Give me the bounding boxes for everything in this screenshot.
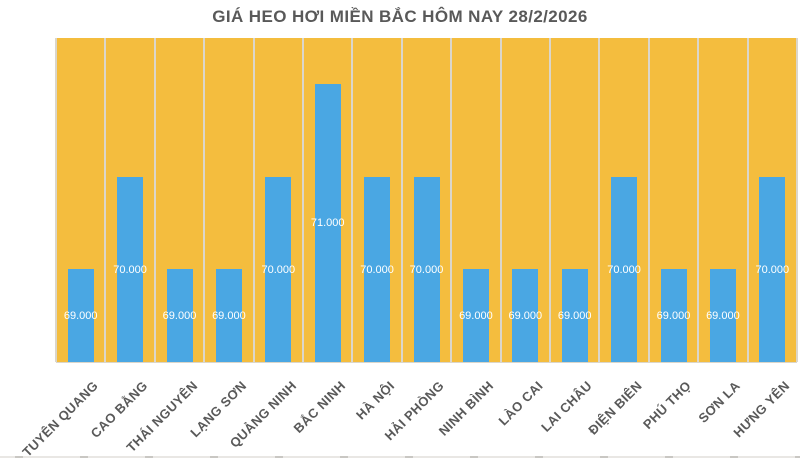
gridline <box>203 38 206 362</box>
x-axis-label: HÀ NỘI <box>353 378 398 423</box>
x-axis-label: QUẢNG NINH <box>226 378 299 451</box>
bar-9: 69.000 <box>459 269 493 362</box>
x-axis-label: LẠNG SƠN <box>187 378 250 441</box>
bar-2: 70.000 <box>113 177 147 362</box>
chart-title: GIÁ HEO HƠI MIỀN BẮC HÔM NAY 28/2/2026 <box>212 7 588 26</box>
gridline <box>55 38 57 362</box>
bar-6: 71.000 <box>311 84 345 362</box>
gridline <box>746 38 749 362</box>
bar-value-label: 69.000 <box>557 309 592 322</box>
gridline <box>252 38 255 362</box>
bar-7: 70.000 <box>360 177 394 362</box>
bar-3: 69.000 <box>163 269 196 362</box>
bar-value-label: 71.000 <box>310 217 345 229</box>
bar-13: 69.000 <box>657 269 690 362</box>
bar-value-label: 69.000 <box>508 309 543 322</box>
bar-4: 69.000 <box>212 269 246 362</box>
x-axis-label: THÁI NGUYÊN <box>123 378 201 456</box>
x-axis-label: NINH BÌNH <box>435 378 497 439</box>
x-axis-label: HẢI PHÒNG <box>381 378 448 444</box>
gridline <box>549 38 551 362</box>
gridline <box>153 38 156 362</box>
x-axis-label: BẮC NINH <box>290 378 349 436</box>
gridline <box>697 38 700 362</box>
gridline <box>400 38 403 362</box>
x-axis-label: LAI CHÂU <box>538 378 596 435</box>
gridline <box>104 38 107 362</box>
bar-value-label: 70.000 <box>113 263 147 276</box>
bar-10: 69.000 <box>508 269 542 362</box>
bar-14: 69.000 <box>706 269 740 362</box>
sheet-gridline <box>0 456 800 458</box>
bar-value-label: 69.000 <box>162 309 197 322</box>
gridline <box>598 38 601 362</box>
bar-1: 69.000 <box>64 269 98 362</box>
bar-5: 70.000 <box>261 177 295 362</box>
plot-area: 69.000 70.000 69.000 69.000 70.000 71.000 70.0… <box>55 38 798 363</box>
gridline <box>351 38 354 362</box>
x-axis-label: LÀO CAI <box>495 378 546 429</box>
bar-value-label: 70.000 <box>607 263 641 276</box>
bar-value-label: 70.000 <box>409 263 444 276</box>
bar-value-label: 70.000 <box>261 263 296 276</box>
x-axis-label: ĐIỆN BIÊN <box>585 378 645 438</box>
bar-value-label: 69.000 <box>706 309 740 322</box>
gridline <box>499 38 502 362</box>
bar-value-label: 69.000 <box>459 309 493 322</box>
bar-value-label: 69.000 <box>212 309 246 322</box>
x-axis-label: TUYÊN QUANG <box>19 378 102 460</box>
gridline <box>450 38 453 362</box>
bar-value-label: 70.000 <box>755 263 790 276</box>
bar-11: 69.000 <box>558 269 592 362</box>
bar-value-label: 69.000 <box>63 309 98 322</box>
bar-value-label: 69.000 <box>656 309 691 322</box>
x-axis-label: CAO BẰNG <box>87 378 151 441</box>
bar-value-label: 70.000 <box>360 263 394 276</box>
x-axis-label: PHÚ THỌ <box>640 378 695 432</box>
x-axis-label: HƯNG YÊN <box>730 378 793 441</box>
gridline <box>302 38 304 362</box>
gridline <box>647 38 650 362</box>
x-axis-label: SƠN LA <box>695 378 744 426</box>
bar-15: 70.000 <box>755 177 789 362</box>
gridline <box>796 38 798 362</box>
bar-12: 70.000 <box>607 177 641 362</box>
bar-8: 70.000 <box>410 177 443 362</box>
